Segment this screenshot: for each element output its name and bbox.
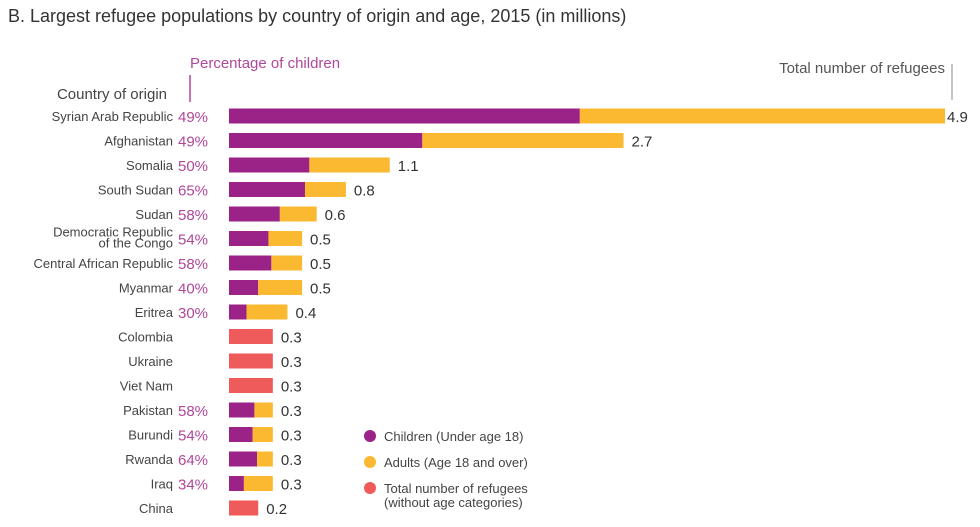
bar-adults	[258, 280, 303, 295]
category-label: Central African Republic	[34, 256, 174, 271]
legend-label: Total number of refugees	[384, 481, 528, 496]
total-value-label: 0.3	[281, 330, 302, 347]
legend-marker	[364, 482, 376, 494]
children-percent-label: 58%	[178, 256, 208, 273]
category-label: Rwanda	[125, 452, 173, 467]
category-label: China	[139, 501, 174, 516]
total-header: Total number of refugees	[779, 60, 945, 77]
bar-adults	[271, 255, 303, 271]
category-label: Sudan	[135, 207, 173, 222]
bar-children	[229, 182, 305, 197]
legend-label: Children (Under age 18)	[384, 429, 523, 444]
bar-total	[229, 329, 273, 344]
children-percent-label: 58%	[178, 403, 208, 420]
bar-children	[229, 133, 423, 148]
children-percent-label: 34%	[178, 477, 208, 494]
bar-adults	[422, 133, 624, 148]
total-value-label: 0.3	[281, 428, 302, 445]
bar-children	[229, 476, 244, 491]
bar-adults	[304, 182, 346, 197]
bar-children	[229, 427, 253, 442]
bar-children	[229, 231, 269, 246]
total-value-label: 0.5	[310, 281, 331, 298]
total-value-label: 0.5	[310, 256, 331, 273]
bar-children	[229, 206, 280, 222]
total-value-label: 0.3	[281, 403, 302, 420]
children-percent-label: 64%	[178, 452, 208, 469]
category-label: Pakistan	[123, 403, 173, 418]
bar-children	[229, 280, 259, 295]
legend-marker	[364, 430, 376, 442]
category-label: Eritrea	[135, 305, 174, 320]
total-value-label: 0.5	[310, 232, 331, 249]
total-value-label: 0.8	[354, 183, 375, 200]
category-label: South Sudan	[98, 183, 173, 198]
legend-label: Adults (Age 18 and over)	[384, 455, 528, 470]
bar-adults	[246, 304, 288, 320]
category-label: Burundi	[128, 428, 173, 443]
bar-adults	[309, 157, 390, 173]
bar-children	[229, 304, 247, 320]
total-value-label: 0.6	[325, 207, 346, 224]
total-value-label: 0.4	[295, 305, 316, 322]
bar-children	[229, 451, 258, 467]
total-value-label: 0.3	[281, 477, 302, 494]
bar-total	[229, 500, 259, 516]
percent-header: Percentage of children	[190, 55, 340, 72]
category-label: Colombia	[118, 330, 174, 345]
bar-total	[229, 378, 273, 393]
children-percent-label: 50%	[178, 158, 208, 175]
children-percent-label: 54%	[178, 232, 208, 249]
bar-adults	[279, 206, 317, 222]
category-label: Myanmar	[119, 281, 174, 296]
total-value-label: 2.7	[632, 134, 653, 151]
category-label: Afghanistan	[104, 134, 173, 149]
total-value-label: 0.2	[266, 501, 287, 518]
bar-adults	[257, 451, 273, 467]
chart-title: B. Largest refugee populations by countr…	[8, 6, 627, 26]
total-value-label: 0.3	[281, 379, 302, 396]
children-percent-label: 65%	[178, 183, 208, 200]
bar-adults	[268, 231, 303, 246]
children-percent-label: 58%	[178, 207, 208, 224]
bar-adults	[243, 476, 273, 491]
category-label: Democratic Republic	[53, 225, 173, 240]
children-percent-label: 30%	[178, 305, 208, 322]
total-value-label: 1.1	[398, 158, 419, 175]
legend-label: (without age categories)	[384, 495, 523, 510]
total-value-label: 4.9	[947, 109, 968, 126]
legend-marker	[364, 456, 376, 468]
bar-adults	[579, 108, 945, 124]
bar-adults	[252, 427, 273, 442]
category-label: Syrian Arab Republic	[52, 109, 174, 124]
bar-adults	[254, 402, 273, 418]
children-percent-label: 49%	[178, 109, 208, 126]
children-percent-label: 49%	[178, 134, 208, 151]
category-label: of the Congo	[99, 236, 173, 251]
category-label: Iraq	[151, 477, 173, 492]
bar-children	[229, 157, 310, 173]
category-label: Viet Nam	[120, 379, 173, 394]
category-header: Country of origin	[57, 86, 167, 103]
children-percent-label: 54%	[178, 428, 208, 445]
total-value-label: 0.3	[281, 354, 302, 371]
total-value-label: 0.3	[281, 452, 302, 469]
children-percent-label: 40%	[178, 281, 208, 298]
bar-children	[229, 402, 255, 418]
category-label: Ukraine	[128, 354, 173, 369]
bar-children	[229, 255, 272, 271]
category-label: Somalia	[126, 158, 174, 173]
bar-children	[229, 108, 580, 124]
bar-total	[229, 353, 273, 369]
